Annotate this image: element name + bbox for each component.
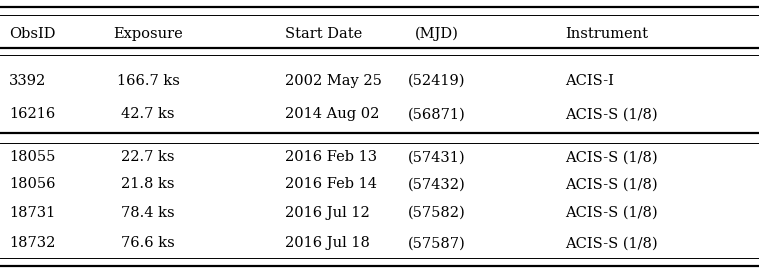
Text: ACIS-S (1/8): ACIS-S (1/8)	[565, 206, 658, 220]
Text: (57582): (57582)	[408, 206, 465, 220]
Text: 2002 May 25: 2002 May 25	[285, 74, 382, 88]
Text: 3392: 3392	[9, 74, 46, 88]
Text: ObsID: ObsID	[9, 27, 55, 41]
Text: Start Date: Start Date	[285, 27, 362, 41]
Text: (57432): (57432)	[408, 177, 465, 191]
Text: 42.7 ks: 42.7 ks	[121, 107, 175, 121]
Text: (52419): (52419)	[408, 74, 465, 88]
Text: 22.7 ks: 22.7 ks	[121, 150, 175, 164]
Text: 18732: 18732	[9, 236, 55, 250]
Text: 16216: 16216	[9, 107, 55, 121]
Text: 78.4 ks: 78.4 ks	[121, 206, 175, 220]
Text: 76.6 ks: 76.6 ks	[121, 236, 175, 250]
Text: ACIS-S (1/8): ACIS-S (1/8)	[565, 177, 658, 191]
Text: (57587): (57587)	[408, 236, 465, 250]
Text: 21.8 ks: 21.8 ks	[121, 177, 175, 191]
Text: 2016 Feb 13: 2016 Feb 13	[285, 150, 376, 164]
Text: (56871): (56871)	[408, 107, 465, 121]
Text: 18055: 18055	[9, 150, 55, 164]
Text: 18731: 18731	[9, 206, 55, 220]
Text: 166.7 ks: 166.7 ks	[117, 74, 179, 88]
Text: 2016 Jul 12: 2016 Jul 12	[285, 206, 370, 220]
Text: (57431): (57431)	[408, 150, 465, 164]
Text: 2014 Aug 02: 2014 Aug 02	[285, 107, 379, 121]
Text: ACIS-S (1/8): ACIS-S (1/8)	[565, 107, 658, 121]
Text: Instrument: Instrument	[565, 27, 648, 41]
Text: 18056: 18056	[9, 177, 55, 191]
Text: 2016 Jul 18: 2016 Jul 18	[285, 236, 370, 250]
Text: ACIS-S (1/8): ACIS-S (1/8)	[565, 236, 658, 250]
Text: Exposure: Exposure	[113, 27, 183, 41]
Text: (MJD): (MJD)	[414, 26, 458, 41]
Text: 2016 Feb 14: 2016 Feb 14	[285, 177, 376, 191]
Text: ACIS-S (1/8): ACIS-S (1/8)	[565, 150, 658, 164]
Text: ACIS-I: ACIS-I	[565, 74, 614, 88]
